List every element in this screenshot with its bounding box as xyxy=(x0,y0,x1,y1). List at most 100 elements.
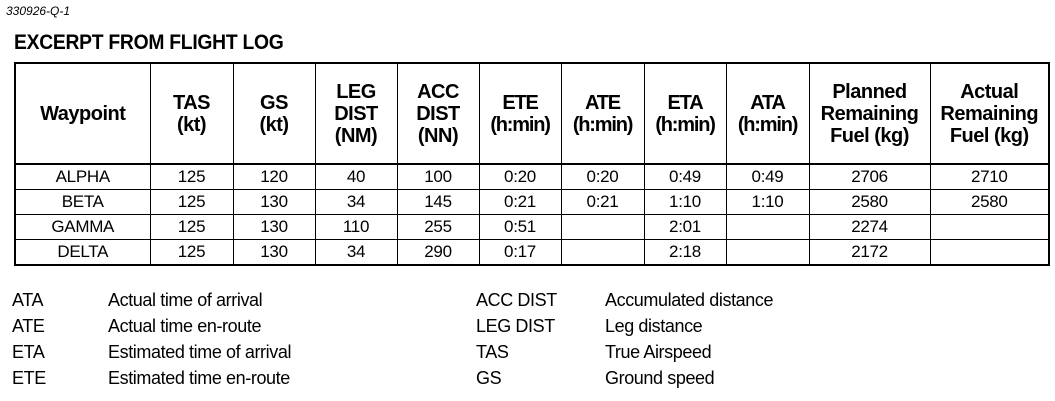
waypoint-cell: ALPHA xyxy=(14,163,151,190)
column-header: LEG DIST (NM) xyxy=(314,62,398,165)
table-body: ALPHA 125 120 40 100 0:20 0:20 0:49 0:49 2706 2710… xyxy=(14,163,1050,266)
table-cell: 0:20 xyxy=(560,163,645,190)
table-cell: 1:10 xyxy=(643,189,727,215)
column-header: ETE (h:min) xyxy=(478,62,562,165)
column-header: Planned Remaining Fuel (kg) xyxy=(808,62,931,165)
table-row: ALPHA 125 120 40 100 0:20 0:20 0:49 0:49 2706 2710 xyxy=(14,163,1050,190)
waypoint-cell: DELTA xyxy=(14,239,151,266)
legend-meaning: Accumulated distance xyxy=(605,290,774,310)
legend-item: ETE Estimated time en-route xyxy=(12,365,291,391)
legend-item: TAS True Airspeed xyxy=(476,339,773,365)
table-cell xyxy=(725,214,810,240)
table-cell: 100 xyxy=(396,163,480,190)
column-header-line: (NN) xyxy=(417,124,459,147)
table-header-row: Waypoint TAS (kt) GS (kt) LEG DIST (NM) ACC DIST(… xyxy=(14,62,1050,165)
table-cell: 130 xyxy=(232,214,316,240)
table-cell xyxy=(929,239,1050,266)
column-header-line: DIST xyxy=(416,102,460,125)
table-cell: 2706 xyxy=(808,163,931,190)
table-cell xyxy=(929,214,1050,240)
legend-item: ATE Actual time en-route xyxy=(12,313,291,339)
column-header-line: (h:min) xyxy=(572,113,634,136)
table-cell: 2710 xyxy=(929,163,1050,190)
column-header-line: (kt) xyxy=(259,113,289,136)
table-row: DELTA 125 130 34 290 0:17 2:18 2172 xyxy=(14,239,1050,266)
table-cell: 34 xyxy=(314,239,398,266)
column-header-line: Waypoint xyxy=(40,102,126,125)
table-row: GAMMA 125 130 110 255 0:51 2:01 2274 xyxy=(14,214,1050,240)
table-cell: 0:51 xyxy=(478,214,562,240)
flight-log-table: Waypoint TAS (kt) GS (kt) LEG DIST (NM) ACC DIST(… xyxy=(14,62,1050,266)
column-header-line: ETE xyxy=(502,91,539,114)
legend-item: ETA Estimated time of arrival xyxy=(12,339,291,365)
legend-meaning: Estimated time of arrival xyxy=(108,342,292,362)
column-header-line: (NM) xyxy=(334,124,378,147)
column-header-line: (kt) xyxy=(176,113,207,136)
legend-abbreviation: ATE xyxy=(12,316,45,336)
table-cell: 2:18 xyxy=(643,239,727,266)
column-header: ATE (h:min) xyxy=(560,62,645,165)
legend-meaning: Actual time en-route xyxy=(108,316,262,336)
column-header-line: (h:min) xyxy=(737,113,799,136)
table-cell: 40 xyxy=(314,163,398,190)
table-cell: 0:21 xyxy=(478,189,562,215)
column-header-line: ATA xyxy=(750,91,786,114)
table-cell: 255 xyxy=(396,214,480,240)
legend-item: ATA Actual time of arrival xyxy=(12,287,291,313)
table-cell: 0:17 xyxy=(478,239,562,266)
legend-abbreviation: ETA xyxy=(12,342,45,362)
column-header-line: (h:min) xyxy=(490,113,551,136)
table-cell: 2:01 xyxy=(643,214,727,240)
legend-meaning: Ground speed xyxy=(605,368,715,388)
table-cell xyxy=(560,239,645,266)
waypoint-cell: BETA xyxy=(14,189,151,215)
table-cell: 2580 xyxy=(929,189,1050,215)
table-cell: 2274 xyxy=(808,214,931,240)
table-cell: 130 xyxy=(232,189,316,215)
column-header-line: Remaining xyxy=(820,102,919,125)
legend-right: ACC DIST Accumulated distance LEG DIST Leg … xyxy=(476,287,774,391)
table-cell: 130 xyxy=(232,239,316,266)
column-header-line: TAS xyxy=(172,91,211,114)
column-header: TAS (kt) xyxy=(149,62,234,165)
legend-abbreviation: ATA xyxy=(12,290,44,310)
legend-item: ACC DIST Accumulated distance xyxy=(476,287,774,313)
table-cell: 2580 xyxy=(808,189,931,215)
column-header: GS (kt) xyxy=(232,62,316,165)
legend-meaning: Leg distance xyxy=(605,316,703,336)
legend-meaning: True Airspeed xyxy=(605,342,712,362)
table-cell: 2172 xyxy=(808,239,931,266)
table-cell: 0:49 xyxy=(725,163,810,190)
column-header: ACC DIST (NN) xyxy=(396,62,480,165)
table-cell: 0:49 xyxy=(643,163,727,190)
column-header: Actual Remaining Fuel (kg) xyxy=(929,62,1050,165)
legend-abbreviation: ACC DIST xyxy=(476,290,557,310)
column-header-line: GS xyxy=(260,91,288,114)
legend-meaning: Actual time of arrival xyxy=(108,290,263,310)
table-cell: 0:20 xyxy=(478,163,562,190)
legend-meaning: Estimated time en-route xyxy=(108,368,290,388)
legend-abbreviation: ETE xyxy=(12,368,46,388)
legend-abbreviation: GS xyxy=(476,368,502,388)
page-title: EXCERPT FROM FLIGHT LOG xyxy=(14,31,284,54)
table-cell xyxy=(725,239,810,266)
column-header-line: LEG xyxy=(336,80,376,103)
waypoint-cell: GAMMA xyxy=(14,214,151,240)
table-row: BETA 125 130 34 145 0:21 0:21 1:10 1:10 2580 2580 xyxy=(14,189,1050,215)
column-header: Waypoint xyxy=(14,62,151,165)
legend-abbreviation: TAS xyxy=(476,342,509,362)
column-header-line: DIST xyxy=(334,102,378,125)
legend-abbreviation: LEG DIST xyxy=(476,316,555,336)
table-cell: 145 xyxy=(396,189,480,215)
document-id: 330926-Q-1 xyxy=(6,4,71,18)
column-header-line: Planned xyxy=(832,80,907,103)
table-cell: 125 xyxy=(149,239,234,266)
legend-left: ATA Actual time of arrival ATE Actual time … xyxy=(12,287,291,391)
table-cell: 125 xyxy=(149,189,234,215)
column-header-line: Actual xyxy=(960,80,1019,103)
table-cell: 34 xyxy=(314,189,398,215)
column-header-line: Fuel (kg) xyxy=(949,124,1029,147)
table-cell: 1:10 xyxy=(725,189,810,215)
table-cell: 125 xyxy=(149,163,234,190)
legend-item: GS Ground speed xyxy=(476,365,773,391)
